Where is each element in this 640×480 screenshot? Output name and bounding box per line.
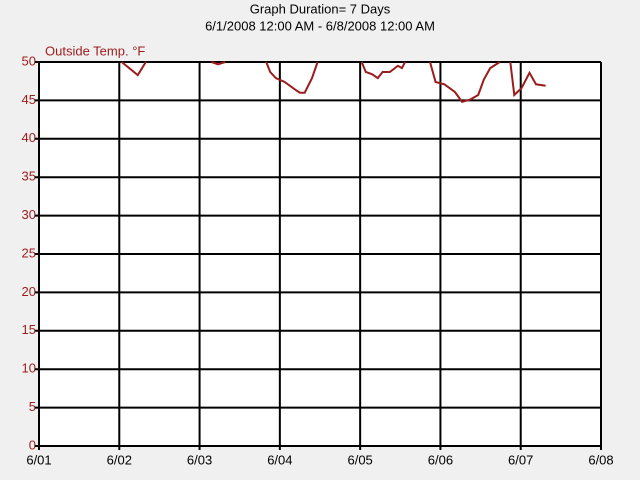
y-tick-label: 45 — [22, 92, 36, 107]
x-tick-label: 6/07 — [508, 452, 533, 467]
y-tick-label: 50 — [22, 53, 36, 68]
x-tick-label: 6/01 — [26, 452, 51, 467]
y-tick-label: 10 — [22, 361, 36, 376]
chart-title: Graph Duration= 7 Days — [250, 1, 391, 16]
x-tick-label: 6/04 — [267, 452, 292, 467]
y-tick-label: 30 — [22, 207, 36, 222]
y-tick-label: 40 — [22, 130, 36, 145]
x-tick-label: 6/06 — [428, 452, 453, 467]
y-tick-label: 15 — [22, 322, 36, 337]
y-tick-label: 0 — [29, 437, 36, 452]
x-tick-label: 6/03 — [187, 452, 212, 467]
x-tick-label: 6/08 — [588, 452, 613, 467]
y-tick-label: 5 — [29, 399, 36, 414]
y-tick-label: 25 — [22, 245, 36, 260]
chart-subtitle: 6/1/2008 12:00 AM - 6/8/2008 12:00 AM — [205, 18, 435, 33]
y-tick-label: 20 — [22, 284, 36, 299]
x-tick-label: 6/05 — [347, 452, 372, 467]
y-tick-label: 35 — [22, 169, 36, 184]
y-axis-label: Outside Temp. °F — [45, 43, 145, 58]
x-tick-label: 6/02 — [107, 452, 132, 467]
temperature-line — [121, 61, 546, 104]
